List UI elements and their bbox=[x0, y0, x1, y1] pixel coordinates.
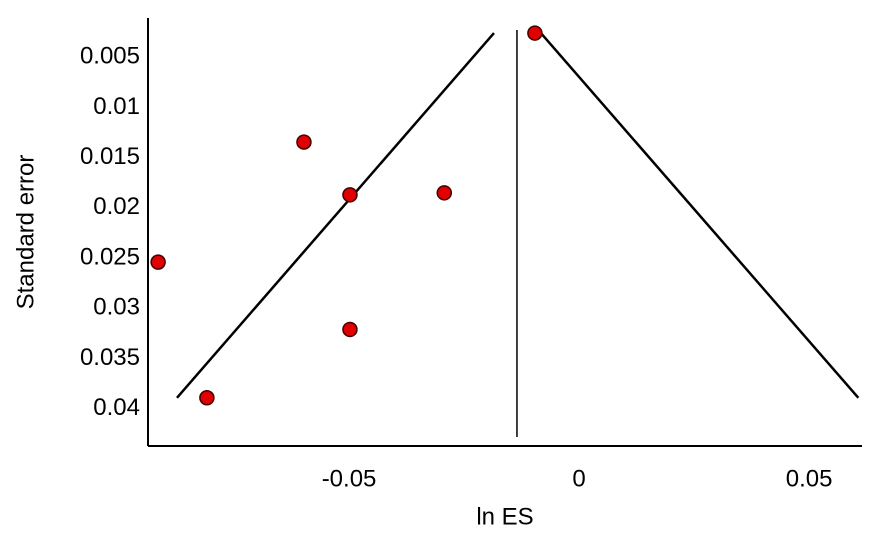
funnel-line bbox=[176, 32, 495, 399]
y-axis-label: Standard error bbox=[12, 155, 39, 310]
y-tick-label: 0.03 bbox=[93, 294, 140, 321]
x-tick-label: 0.05 bbox=[786, 465, 833, 492]
x-axis-label: ln ES bbox=[476, 503, 533, 530]
data-point bbox=[342, 187, 358, 203]
y-tick-label: 0.025 bbox=[80, 243, 140, 270]
y-tick-label: 0.005 bbox=[80, 43, 140, 70]
y-tick-label: 0.02 bbox=[93, 193, 140, 220]
data-point bbox=[342, 321, 358, 338]
x-tick-label: -0.05 bbox=[322, 465, 377, 492]
data-point bbox=[150, 254, 166, 270]
y-tick-label: 0.01 bbox=[93, 93, 140, 120]
y-tick-label: 0.04 bbox=[93, 394, 140, 421]
x-tick-label: 0 bbox=[572, 465, 585, 492]
data-point bbox=[436, 185, 453, 201]
data-point bbox=[527, 25, 543, 41]
y-tick-label: 0.015 bbox=[80, 143, 140, 170]
y-tick-label: 0.035 bbox=[80, 344, 140, 371]
data-point bbox=[296, 134, 312, 150]
data-point bbox=[199, 390, 215, 406]
funnel-line bbox=[539, 32, 860, 399]
